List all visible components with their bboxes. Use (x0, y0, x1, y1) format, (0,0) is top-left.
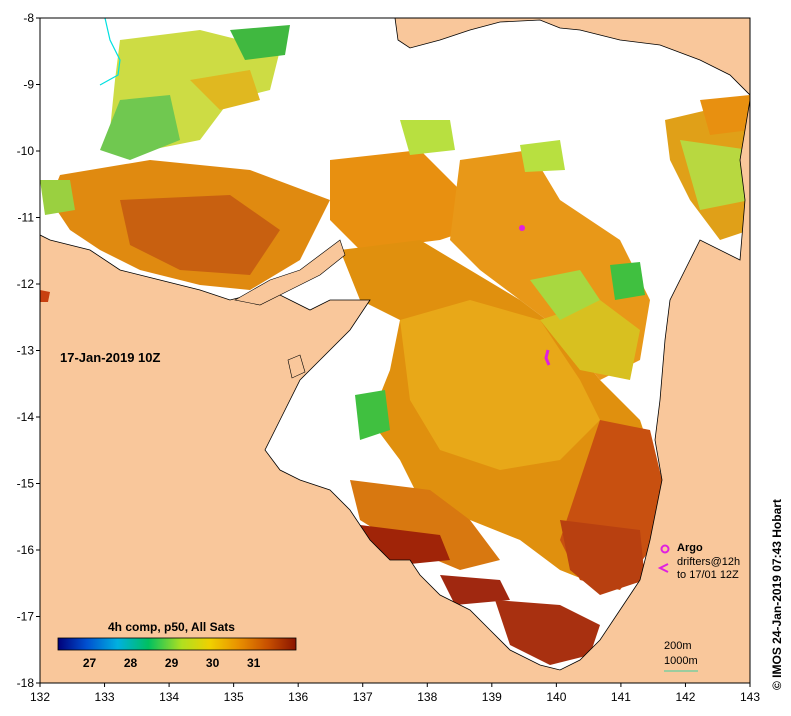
groote-island (287, 354, 306, 379)
lat-tick-label: -12 (17, 277, 35, 291)
west-small-land (40, 290, 50, 302)
lat-tick-label: -9 (23, 78, 34, 92)
lat-tick-label: -10 (17, 144, 35, 158)
contour-1000-label: 1000m (664, 655, 698, 667)
lat-tick-label: -11 (18, 211, 35, 225)
colorbar-tick-label: 29 (164, 656, 179, 670)
date-label: 17-Jan-2019 10Z (60, 350, 161, 365)
drifters-period-label: to 17/01 12Z (677, 569, 739, 581)
latitude-ticks: -8 -9 -10 -11 -12 -13 -14 -15 -16 -17 -18 (17, 11, 40, 690)
argo-float-marker (519, 225, 525, 231)
cape-york-peninsula (40, 99, 750, 683)
lon-tick-label: 143 (740, 690, 760, 704)
colorbar-title: 4h comp, p50, All Sats (108, 620, 235, 634)
lon-tick-label: 138 (417, 690, 437, 704)
river-line (99, 18, 121, 86)
lon-tick-label: 135 (224, 690, 244, 704)
lon-tick-label: 133 (95, 690, 115, 704)
lat-tick-label: -18 (17, 676, 35, 690)
credit-text: © IMOS 24-Jan-2019 07:43 Hobart (770, 499, 784, 690)
argo-legend-label: Argo (677, 542, 703, 554)
lat-tick-label: -15 (17, 477, 35, 491)
lon-tick-label: 142 (675, 690, 695, 704)
lon-tick-label: 141 (611, 690, 631, 704)
argo-legend-icon (660, 544, 670, 554)
sst-field (40, 25, 750, 665)
drifter-legend-icon (657, 563, 669, 573)
colorbar-tick-label: 27 (82, 656, 97, 670)
lon-tick-label: 134 (159, 690, 179, 704)
wessel-islands (234, 239, 346, 306)
lon-tick-label: 137 (353, 690, 373, 704)
lat-tick-label: -16 (17, 543, 35, 557)
drifters-legend-label: drifters@12h (677, 556, 741, 568)
longitude-ticks: 132 133 134 135 136 137 138 139 140 141 142 143 (30, 683, 760, 704)
drifter-track (544, 349, 551, 366)
colorbar (57, 637, 297, 651)
land (40, 18, 750, 683)
lon-tick-label: 132 (30, 690, 50, 704)
lon-tick-label: 140 (546, 690, 566, 704)
lat-tick-label: -14 (17, 410, 35, 424)
lon-tick-label: 139 (482, 690, 502, 704)
colorbar-tick-label: 31 (246, 656, 261, 670)
lon-tick-label: 136 (288, 690, 308, 704)
lat-tick-label: -8 (23, 11, 34, 25)
contour-200-label: 200m (664, 640, 692, 652)
colorbar-tick-label: 28 (123, 656, 138, 670)
colorbar-tick-label: 30 (205, 656, 220, 670)
new-guinea (394, 18, 750, 96)
lat-tick-label: -17 (17, 610, 35, 624)
lat-tick-label: -13 (17, 344, 35, 358)
